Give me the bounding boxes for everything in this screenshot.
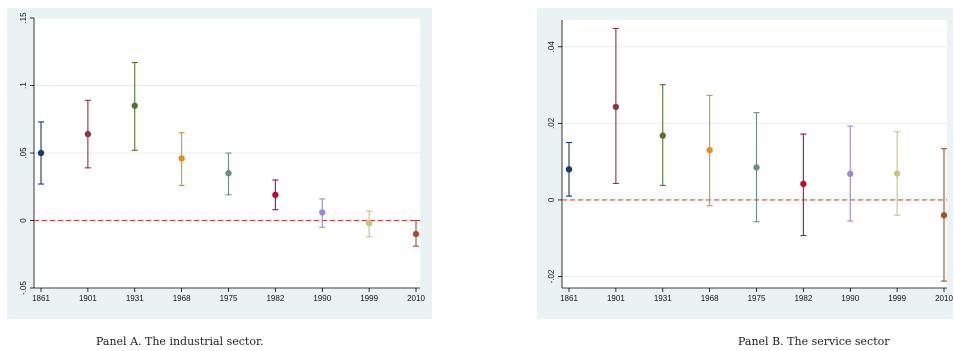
chart-b-plot-area: [562, 20, 947, 288]
chart-a-xtick-label: 1975: [220, 294, 238, 303]
chart-b-xtick-label: 1861: [560, 294, 578, 303]
chart-a-xtick-label: 1901: [79, 294, 97, 303]
chart-a-xtick-label: 1861: [32, 294, 50, 303]
panel-a-industrial-chart: -.05 0 .05 .1 .15 1861 1901 1931 1968 1975 1982 199…: [7, 8, 432, 319]
chart-b-point: [893, 170, 901, 177]
chart-b-point: [565, 166, 573, 173]
chart-b-point: [706, 146, 713, 154]
chart-b-xtick-label: 1990: [841, 294, 859, 303]
chart-b-xtick-label: 1999: [888, 294, 906, 303]
chart-b-ytick-label: 0: [547, 197, 556, 202]
chart-a-point: [178, 155, 185, 162]
chart-a-xtick-label: 1982: [266, 294, 284, 303]
chart-a-xtick-label: 2010: [407, 294, 425, 303]
chart-b-xtick-label: 1982: [794, 294, 812, 303]
chart-b-point: [753, 164, 760, 171]
chart-b-xtick-label: 1968: [701, 294, 719, 303]
chart-b-xtick-label: 1975: [748, 294, 766, 303]
chart-b-point: [800, 180, 807, 188]
chart-a-point: [84, 130, 92, 138]
chart-a-xtick-label: 1990: [313, 294, 331, 303]
chart-a-point: [319, 209, 326, 216]
chart-a-point: [131, 102, 138, 109]
chart-a-point: [365, 220, 373, 227]
caption-panel-a: Panel A. The industrial sector.: [96, 335, 264, 348]
panel-b-service-chart: -.02 0 .02 .04 1861 1901 1931 1968 1975 1982 1990 1…: [537, 8, 953, 319]
chart-a-xtick-label: 1999: [360, 294, 378, 303]
chart-a-point: [225, 170, 232, 177]
chart-b-svg: -.02 0 .02 .04 1861 1901 1931 1968 1975 1982 1990 1…: [547, 20, 953, 303]
caption-panel-b: Panel B. The service sector: [738, 335, 890, 348]
chart-b-point: [612, 103, 620, 111]
chart-b-point: [659, 132, 666, 139]
chart-b-ytick-label: .02: [547, 117, 556, 129]
chart-a-ytick-label: .1: [19, 82, 28, 89]
chart-a-xtick-label: 1931: [126, 294, 144, 303]
chart-b-point: [940, 212, 948, 219]
chart-a-ytick-label: .15: [19, 12, 28, 24]
chart-a-ytick-label: -.05: [19, 281, 28, 295]
chart-b-ytick-label: -.02: [547, 269, 556, 283]
chart-a-xtick-label: 1968: [173, 294, 191, 303]
chart-a-ytick-label: 0: [19, 218, 28, 223]
chart-b-xtick-label: 1901: [607, 294, 625, 303]
chart-a-point: [37, 149, 45, 157]
chart-a-point: [272, 191, 279, 199]
chart-a-svg: -.05 0 .05 .1 .15 1861 1901 1931 1968 1975 1982 199…: [19, 12, 425, 303]
chart-b-ytick-label: .04: [547, 41, 556, 53]
chart-b-xtick-label: 1931: [654, 294, 672, 303]
chart-b-point: [847, 170, 854, 178]
chart-b-xtick-label: 2010: [935, 294, 953, 303]
chart-a-ytick-label: .05: [19, 147, 28, 159]
chart-a-point: [412, 230, 420, 238]
